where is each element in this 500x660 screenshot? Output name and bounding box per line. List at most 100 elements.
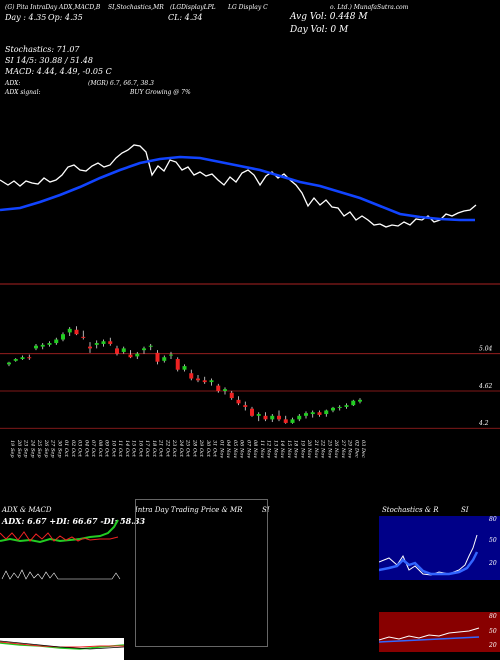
x-tick-label: 02 Dec	[353, 440, 359, 458]
x-tick-label: 10 Oct	[110, 440, 116, 458]
si-tick-20: 20	[489, 642, 497, 649]
y-tick-label: 4.2	[478, 420, 489, 427]
x-tick-label: 04 Nov	[225, 440, 231, 458]
x-tick-label: 01 Oct	[63, 440, 69, 458]
candle-body	[81, 336, 86, 338]
x-tick-label: 24 Oct	[178, 439, 184, 458]
candle-body	[121, 348, 126, 352]
candle-body	[13, 359, 18, 361]
x-tick-label: 28 Oct	[191, 439, 197, 458]
adx-signal-label: ADX signal:	[5, 89, 41, 96]
stoch-d-line	[379, 551, 479, 576]
x-tick-label: 21 Nov	[313, 439, 319, 458]
candle-body	[155, 352, 160, 362]
si-bg	[379, 612, 500, 652]
candle-body	[277, 415, 281, 420]
x-tick-label: 21 Oct	[158, 439, 164, 458]
candle-body	[74, 329, 79, 335]
candle-body	[40, 344, 45, 347]
candle-body	[283, 419, 288, 423]
day-label: Day : 4.35	[5, 13, 47, 22]
x-tick-label: 08 Nov	[252, 440, 258, 458]
candle-body	[128, 354, 133, 358]
stoch-tick-80: 80	[489, 516, 497, 523]
open-label: Op: 4.35	[48, 13, 83, 22]
stochastics-panel: Stochastics & R SI 80 50 20 80 50 20	[379, 500, 500, 660]
candle-body	[148, 345, 153, 347]
candle-body	[358, 399, 362, 402]
candle-body	[202, 380, 207, 383]
x-tick-label: 06 Nov	[239, 440, 245, 458]
x-tick-label: 26 Sep	[43, 439, 49, 458]
stochastics-title: Stochastics & R	[382, 506, 439, 514]
macd-area	[0, 638, 124, 660]
candle-body	[229, 392, 234, 399]
x-tick-label: 15 Nov	[286, 440, 292, 458]
candle-body	[67, 328, 72, 333]
x-tick-label: 29 Oct	[198, 439, 204, 458]
intraday-panel: Intra Day Trading Price & MR SI	[125, 499, 375, 660]
x-tick-label: 23 Oct	[171, 439, 177, 458]
candle-body	[196, 378, 200, 381]
chart-header-1: (G) Pita IntraDay ADX,MACD,B	[5, 4, 101, 11]
candle-body	[236, 399, 241, 404]
candle-body	[270, 415, 275, 420]
y-tick-label: 5.04	[479, 346, 493, 353]
candle-body	[317, 412, 322, 415]
x-tick-label: 04 Oct	[83, 440, 89, 458]
y-tick-label: 4.62	[478, 383, 493, 390]
candle-body	[351, 400, 356, 406]
x-tick-label: 23 Sep	[23, 439, 29, 458]
chart-header-1c: (LGDisplayLPL	[170, 4, 216, 11]
x-tick-label: 25 Nov	[326, 439, 332, 458]
x-tick-label: 19 Sep	[9, 440, 15, 458]
candle-body	[7, 362, 11, 365]
x-tick-label: 22 Nov	[320, 439, 326, 458]
candle-body	[297, 415, 302, 420]
x-tick-label: 20 Nov	[306, 439, 312, 458]
stochastics-si: SI	[461, 506, 469, 514]
x-tick-label: 25 Sep	[36, 439, 42, 458]
x-tick-label: 14 Nov	[279, 440, 285, 458]
candle-body	[290, 419, 295, 423]
stoch-tick-20: 20	[489, 560, 497, 567]
candle-body	[182, 366, 187, 370]
x-tick-label: 31 Oct	[212, 440, 218, 458]
adx-di-values: ADX: 6.67 +DI: 66.67 -DI: 58.33	[2, 516, 146, 526]
candle-body	[94, 343, 99, 345]
x-tick-label: 11 Oct	[117, 440, 123, 458]
candle-body	[142, 348, 146, 351]
macd-zero-line	[0, 640, 124, 650]
close-label: CL: 4.34	[168, 13, 203, 22]
x-tick-label: 30 Sep	[56, 440, 62, 458]
candle-body	[324, 410, 329, 415]
candle-body	[216, 385, 221, 391]
candle-body	[310, 412, 315, 415]
x-tick-label: 27 Nov	[340, 439, 346, 458]
stochastics-value: Stochastics: 71.07	[5, 45, 80, 54]
intraday-title: Intra Day Trading Price & MR	[135, 506, 243, 514]
adx-macd-panel: ADX & MACD ADX: 6.67 +DI: 66.67 -DI: 58.…	[0, 506, 145, 660]
si-value: SI 14/5: 30.88 / 51.48	[5, 56, 93, 65]
stoch-tick-50: 50	[489, 537, 497, 544]
candle-body	[250, 408, 254, 416]
chart-header-1b: SI,Stochastics,MR	[108, 4, 164, 11]
candle-body	[88, 346, 92, 349]
x-tick-label: 05 Nov	[232, 440, 238, 458]
x-tick-label: 13 Nov	[272, 440, 278, 458]
x-tick-label: 14 Oct	[124, 440, 130, 458]
x-tick-label: 12 Nov	[266, 440, 272, 458]
candle-body	[108, 341, 113, 344]
si-tick-80: 80	[489, 613, 497, 620]
macd-line	[0, 642, 124, 650]
candle-body	[304, 413, 308, 416]
candle-body	[256, 414, 261, 416]
candlestick-chart: 19 Sep 20 Sep 23 Sep 24 Sep 25 Sep 26 Sep 27 S…	[0, 326, 500, 458]
candle-body	[135, 353, 140, 357]
x-tick-label: 27 Sep	[50, 439, 56, 458]
x-tick-label: 18 Nov	[293, 440, 299, 458]
x-tick-label: 01 Nov	[218, 440, 224, 458]
adx-line	[1, 569, 121, 580]
candle-body	[331, 407, 335, 411]
candle-body	[344, 405, 349, 407]
